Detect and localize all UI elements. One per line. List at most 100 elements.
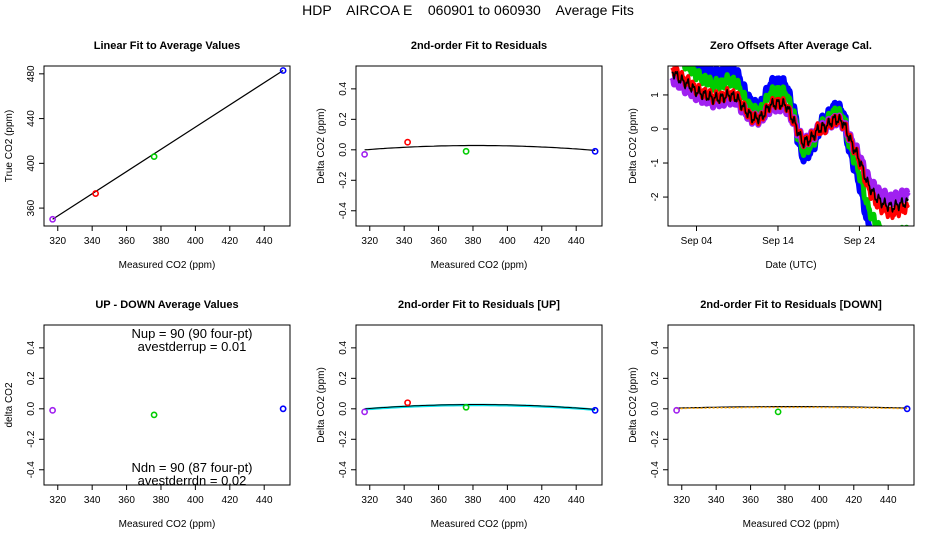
x-tick-label: 420 [221, 236, 238, 247]
plot-area [673, 405, 911, 416]
x-tick-label: 360 [742, 495, 759, 506]
annotation: avestderrup = 0.01 [138, 339, 247, 354]
x-tick-label: 380 [777, 495, 794, 506]
y-tick-label: 440 [26, 110, 37, 127]
x-tick-label: 440 [568, 495, 585, 506]
x-tick-label: 380 [465, 495, 482, 506]
plot-frame [667, 65, 915, 227]
y-tick-label: -0.2 [650, 430, 661, 448]
x-tick-label: 380 [153, 495, 170, 506]
plot-frame [355, 324, 603, 486]
x-tick-label: 420 [845, 495, 862, 506]
y-axis-label: Delta CO2 (ppm) [628, 108, 639, 184]
x-tick-label: 320 [673, 495, 690, 506]
x-tick-label: Sep 04 [681, 236, 713, 247]
panels: Linear Fit to Average Values Measured CO2… [4, 40, 915, 530]
y-tick-label: 0.4 [650, 340, 661, 354]
data-point [462, 147, 470, 155]
y-tick-label: 400 [26, 155, 37, 172]
figure-title: HDP AIRCOA E 060901 to 060930 Average Fi… [302, 2, 634, 18]
data-point [279, 67, 287, 74]
x-tick-label: 380 [153, 236, 170, 247]
y-tick-label: 0.2 [338, 371, 349, 385]
y-tick-label: 0 [650, 126, 661, 132]
x-tick-label: 440 [880, 495, 897, 506]
panel-title: UP - DOWN Average Values [95, 299, 238, 311]
panel-p4: UP - DOWN Average Values Measured CO2 (pp… [4, 299, 291, 530]
data-point [150, 153, 158, 161]
x-tick-label: 320 [361, 495, 378, 506]
y-tick-label: 0.0 [650, 401, 661, 415]
y-tick-label: 0.0 [338, 142, 349, 156]
x-tick-label: 420 [221, 495, 238, 506]
y-tick-label: 0.0 [26, 401, 37, 415]
x-tick-label: 380 [465, 236, 482, 247]
data-point [673, 406, 681, 414]
annotation: avestderrdn = 0.02 [138, 473, 247, 488]
x-tick-label: Sep 24 [844, 236, 876, 247]
x-tick-label: 420 [533, 236, 550, 247]
x-tick-label: 440 [256, 236, 273, 247]
x-tick-label: 400 [187, 236, 204, 247]
data-point [49, 215, 57, 223]
panel-title: 2nd-order Fit to Residuals [DOWN] [700, 299, 882, 311]
plot-area [669, 66, 911, 226]
x-tick-label: 340 [84, 236, 101, 247]
x-tick-label: 400 [187, 495, 204, 506]
y-tick-label: 0.4 [26, 340, 37, 354]
y-tick-label: 0.2 [650, 371, 661, 385]
x-tick-label: 320 [49, 495, 66, 506]
plot-frame [43, 324, 291, 486]
x-axis-label: Measured CO2 (ppm) [743, 519, 840, 530]
plot-frame [667, 324, 915, 486]
panel-title: 2nd-order Fit to Residuals [411, 40, 547, 52]
series-black [671, 70, 909, 213]
y-tick-label: 0.0 [338, 401, 349, 415]
y-tick-label: 0.2 [338, 112, 349, 126]
x-tick-label: 340 [396, 236, 413, 247]
data-point [591, 406, 599, 414]
x-tick-label: 360 [118, 495, 135, 506]
panel-title: 2nd-order Fit to Residuals [UP] [398, 299, 560, 311]
x-axis-label: Measured CO2 (ppm) [431, 519, 528, 530]
annotation: Ndn = 90 (87 four-pt) [131, 460, 252, 475]
fit-line [364, 404, 596, 410]
y-axis-label: True CO2 (ppm) [4, 110, 15, 182]
y-tick-label: -0.2 [338, 430, 349, 448]
x-tick-label: Sep 14 [762, 236, 794, 247]
y-tick-label: -0.4 [338, 461, 349, 479]
panel-p1: Linear Fit to Average Values Measured CO2… [4, 40, 291, 271]
y-tick-label: 0.4 [338, 81, 349, 95]
x-axis-label: Measured CO2 (ppm) [119, 260, 216, 271]
x-tick-label: 340 [396, 495, 413, 506]
fit-line [676, 406, 908, 409]
x-axis-label: Date (UTC) [765, 260, 816, 271]
x-tick-label: 420 [533, 495, 550, 506]
panel-p5: 2nd-order Fit to Residuals [UP] Measured … [316, 299, 603, 530]
y-axis-label: Delta CO2 (ppm) [628, 367, 639, 443]
fit-line [676, 406, 908, 410]
plot-frame [355, 65, 603, 227]
plot-frame [43, 65, 291, 227]
panel-title: Zero Offsets After Average Cal. [710, 40, 872, 52]
y-tick-label: -0.4 [338, 202, 349, 220]
y-axis-label: delta CO2 [4, 382, 15, 427]
y-axis-label: Delta CO2 (ppm) [316, 367, 327, 443]
data-point [361, 150, 369, 158]
x-axis-label: Measured CO2 (ppm) [431, 260, 528, 271]
data-point [92, 190, 100, 197]
data-point [591, 147, 599, 155]
y-tick-label: 480 [26, 65, 37, 82]
data-point [279, 405, 287, 413]
data-point [150, 411, 158, 419]
data-point [404, 138, 412, 146]
x-tick-label: 440 [568, 236, 585, 247]
data-point [903, 405, 911, 413]
x-tick-label: 440 [256, 495, 273, 506]
y-tick-label: -0.2 [338, 171, 349, 189]
annotation: Nup = 90 (90 four-pt) [131, 326, 252, 341]
x-tick-label: 360 [430, 495, 447, 506]
x-tick-label: 340 [708, 495, 725, 506]
panel-p6: 2nd-order Fit to Residuals [DOWN] Measure… [628, 299, 915, 530]
fit-line [52, 69, 284, 220]
